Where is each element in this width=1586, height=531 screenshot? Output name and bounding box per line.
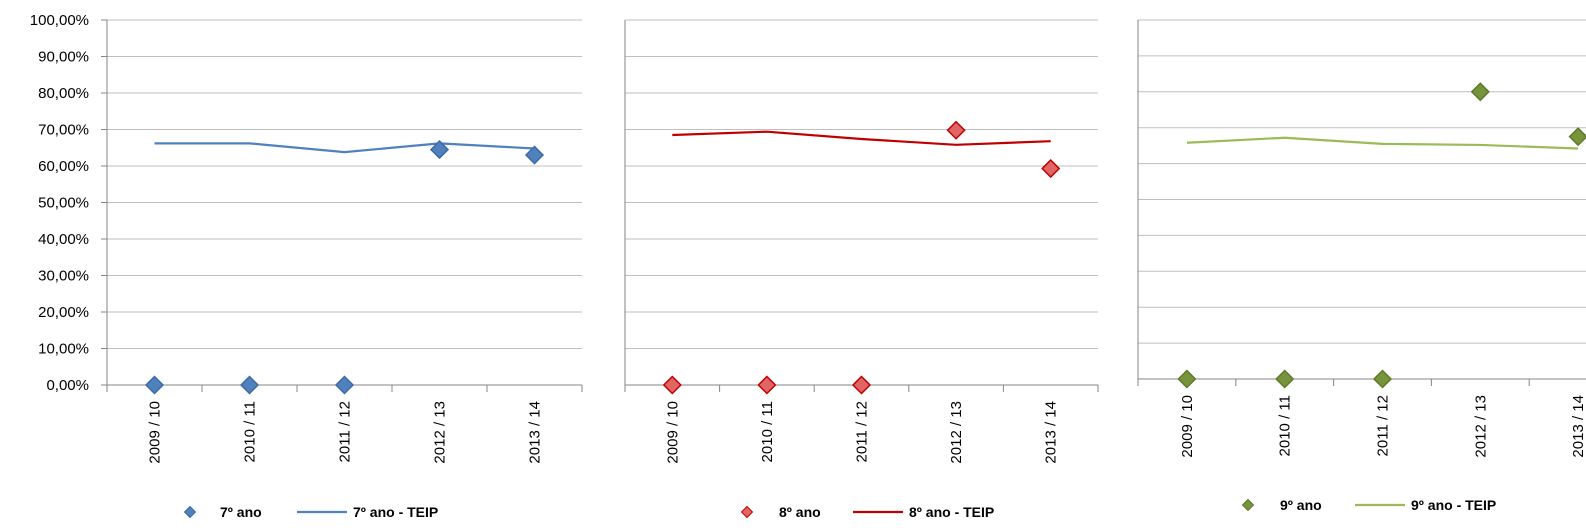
legend-label: 7º ano [220,504,262,520]
y-tick-label: 0,00% [46,377,89,394]
legend-label: 8º ano [779,504,821,520]
x-tick-label: 2011 / 12 [337,401,354,462]
data-point [946,120,966,140]
data-point [144,375,165,395]
legend: 9º ano 9º ano - TEIP [1241,497,1496,513]
legend-label: 9º ano [1280,497,1322,513]
legend: 7º ano 7º ano - TEIP [183,504,438,520]
chart-panel-3: 2009 / 10 2010 / 11 2011 / 12 2012 / 13 2013… [1137,19,1586,513]
series-line [672,130,1051,146]
x-tick-label: 2011 / 12 [854,401,871,462]
x-tick-label: 2013 / 14 [1570,395,1586,458]
data-point [334,375,355,395]
y-tick-label: 20,00% [38,304,89,321]
y-tick-label: 10,00% [38,341,89,358]
data-point [1041,158,1061,179]
series-line [154,142,535,154]
y-tick-label: 90,00% [38,49,89,66]
legend-diamond-marker [183,505,197,519]
chart-panel-1: 0,00% 10,00% 20,00% 30,00% 40,00% 50,00% 60,00… [30,12,583,520]
data-point [1275,369,1295,389]
data-point [524,145,545,165]
y-tick-label: 80,00% [38,85,89,102]
y-tick-label: 100,00% [30,12,89,29]
y-tick-label: 40,00% [38,231,89,248]
legend: 8º ano 8º ano - TEIP [740,504,994,520]
x-tick-label: 2010 / 11 [1277,395,1294,456]
x-tick-label: 2010 / 11 [759,401,776,462]
data-point [1568,127,1586,147]
x-tick-label: 2009 / 10 [664,401,681,464]
data-point [851,375,872,395]
series-line [1186,136,1579,150]
y-tick-label: 30,00% [38,268,89,285]
x-tick-label: 2012 / 13 [948,401,965,464]
y-tick-label: 60,00% [38,158,89,175]
data-point [1177,369,1197,389]
chart-panel-2: 2009 / 10 2010 / 11 2011 / 12 2012 / 13 2013… [624,19,1099,520]
x-tick-label: 2012 / 13 [1472,395,1489,458]
legend-label: 9º ano - TEIP [1411,497,1496,513]
x-tick-label: 2012 / 13 [432,401,449,464]
y-tick-label: 70,00% [38,122,89,139]
x-tick-label: 2013 / 14 [1043,401,1060,464]
data-point [662,375,682,395]
data-point [757,375,777,395]
x-tick-label: 2011 / 12 [1375,395,1392,456]
data-point [1470,82,1490,102]
legend-label: 8º ano - TEIP [909,504,994,520]
x-tick-label: 2010 / 11 [242,401,259,462]
legend-label: 7º ano - TEIP [353,504,438,520]
x-tick-label: 2009 / 10 [147,401,164,464]
x-tick-label: 2013 / 14 [527,401,544,464]
data-point [429,140,450,160]
x-tick-label: 2009 / 10 [1179,395,1196,458]
legend-diamond-marker [1241,498,1255,512]
data-point [239,375,260,395]
legend-diamond-marker [740,505,754,519]
y-tick-label: 50,00% [38,195,89,212]
data-point [1372,369,1393,389]
